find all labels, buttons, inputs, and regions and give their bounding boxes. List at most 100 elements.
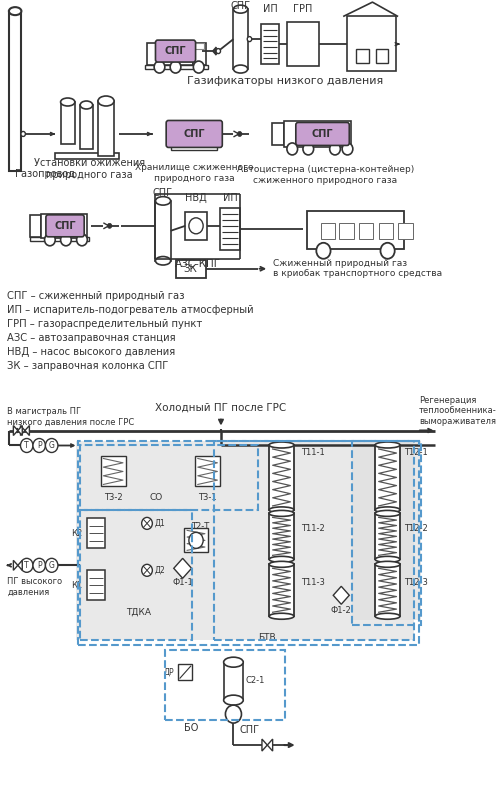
Circle shape	[342, 143, 353, 155]
Circle shape	[33, 558, 46, 572]
Bar	[195, 457, 220, 487]
Bar	[76, 440, 414, 641]
Ellipse shape	[80, 101, 92, 109]
Bar	[269, 564, 294, 616]
Bar	[55, 153, 120, 159]
Ellipse shape	[375, 442, 400, 448]
Bar	[100, 457, 126, 487]
Bar	[98, 101, 114, 156]
Circle shape	[21, 131, 25, 137]
Text: СПГ: СПГ	[184, 129, 205, 139]
Circle shape	[380, 243, 394, 259]
Ellipse shape	[269, 507, 294, 513]
Circle shape	[248, 37, 252, 42]
Text: Р: Р	[37, 441, 42, 450]
Circle shape	[170, 61, 181, 73]
Bar	[375, 513, 400, 560]
Ellipse shape	[375, 561, 400, 567]
Text: В магистраль ПГ
низкого давления после ГРС: В магистраль ПГ низкого давления после Г…	[7, 407, 134, 427]
Text: Сжиженный природный газ
в криобак транспортного средства: Сжиженный природный газ в криобак трансп…	[272, 259, 442, 278]
Ellipse shape	[234, 6, 247, 13]
Bar	[348, 17, 396, 71]
Circle shape	[76, 233, 88, 246]
Ellipse shape	[375, 613, 400, 619]
Bar	[340, 222, 353, 239]
Ellipse shape	[224, 657, 243, 667]
Bar	[356, 49, 369, 63]
Text: Р: Р	[37, 561, 42, 570]
Text: Автоцистерна (цистерна-контейнер)
сжиженного природного газа: Автоцистерна (цистерна-контейнер) сжижен…	[236, 165, 414, 185]
Text: ТДКА: ТДКА	[126, 608, 150, 617]
Polygon shape	[333, 586, 349, 604]
Ellipse shape	[156, 196, 170, 205]
Text: Т: Т	[24, 441, 29, 450]
Polygon shape	[14, 425, 18, 435]
Bar	[9, 11, 22, 171]
Bar	[321, 222, 335, 239]
FancyBboxPatch shape	[166, 120, 222, 148]
Text: Газификаторы низкого давления: Газификаторы низкого давления	[187, 76, 383, 86]
Ellipse shape	[9, 7, 22, 15]
Circle shape	[189, 218, 203, 233]
Ellipse shape	[375, 556, 400, 562]
Text: СПГ: СПГ	[230, 1, 250, 11]
Bar	[145, 65, 208, 69]
Bar	[60, 102, 75, 144]
Text: АЗС – автозаправочная станция: АЗС – автозаправочная станция	[7, 332, 176, 343]
Ellipse shape	[269, 561, 294, 567]
Text: СО: СО	[150, 493, 162, 502]
Text: Ф1-2: Ф1-2	[331, 606, 351, 615]
Ellipse shape	[375, 507, 400, 513]
Text: Т3-1: Т3-1	[198, 493, 217, 502]
Bar	[156, 201, 170, 261]
Bar	[147, 43, 194, 65]
Text: СПГ: СПГ	[54, 221, 76, 231]
Bar	[41, 214, 88, 238]
Bar	[88, 571, 105, 601]
Text: Т11-3: Т11-3	[301, 578, 325, 587]
Text: ГРП – газораспределительный пункт: ГРП – газораспределительный пункт	[7, 318, 202, 329]
Ellipse shape	[269, 510, 294, 516]
Ellipse shape	[234, 65, 247, 73]
Text: ПГ высокого
давления: ПГ высокого давления	[7, 577, 62, 597]
Bar	[269, 445, 294, 510]
Polygon shape	[14, 560, 18, 571]
Text: Д1: Д1	[154, 519, 165, 528]
Bar	[378, 222, 393, 239]
Bar	[176, 259, 206, 277]
Bar	[376, 49, 388, 63]
Text: Холодный ПГ после ГРС: Холодный ПГ после ГРС	[156, 402, 286, 413]
Text: ИП – испаритель-подогреватель атмосферный: ИП – испаритель-подогреватель атмосферны…	[7, 305, 254, 314]
Text: ИП: ИП	[222, 193, 238, 203]
Text: ЗК – заправочная колонка СПГ: ЗК – заправочная колонка СПГ	[7, 361, 168, 371]
Ellipse shape	[224, 695, 243, 705]
Bar	[284, 121, 351, 147]
Ellipse shape	[156, 256, 170, 265]
Text: К2: К2	[71, 529, 83, 538]
Text: СПГ – сжиженный природный газ: СПГ – сжиженный природный газ	[7, 291, 184, 301]
Ellipse shape	[375, 510, 400, 516]
Polygon shape	[262, 739, 268, 751]
Circle shape	[20, 558, 33, 572]
Text: Т11-1: Т11-1	[301, 448, 325, 457]
Text: НВД: НВД	[185, 193, 207, 203]
Circle shape	[142, 564, 152, 576]
FancyBboxPatch shape	[296, 123, 350, 145]
Text: АЗС-КПГ: АЗС-КПГ	[175, 259, 221, 269]
Circle shape	[60, 233, 72, 246]
Circle shape	[238, 131, 242, 137]
Circle shape	[216, 49, 220, 53]
Circle shape	[154, 61, 165, 73]
Ellipse shape	[269, 613, 294, 619]
Bar	[80, 105, 92, 149]
Circle shape	[194, 61, 204, 73]
Circle shape	[46, 439, 58, 453]
Bar	[234, 35, 247, 68]
Text: К1: К1	[71, 581, 83, 590]
Text: БО: БО	[184, 723, 199, 733]
Bar	[375, 564, 400, 616]
Bar	[184, 528, 208, 553]
Bar	[308, 211, 404, 249]
Bar	[234, 9, 247, 69]
Ellipse shape	[60, 98, 75, 106]
